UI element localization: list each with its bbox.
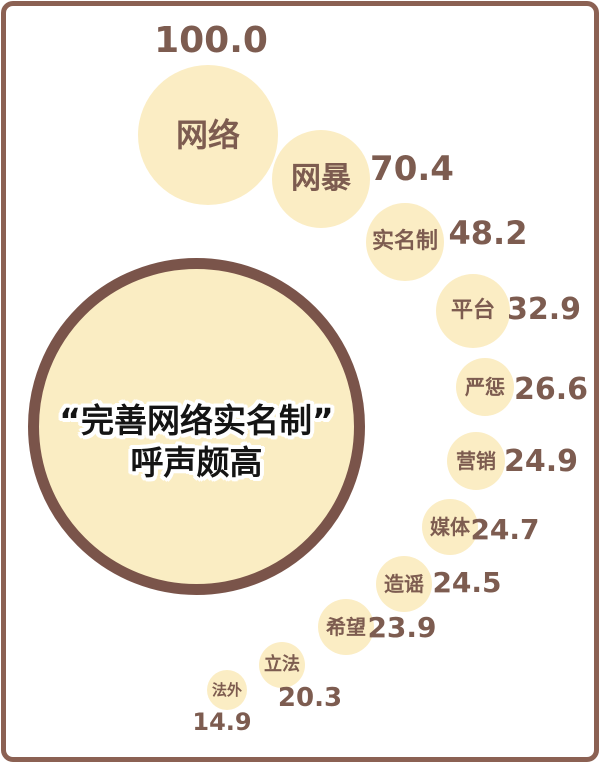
chart-title-line1: “完善网络实名制” bbox=[59, 401, 334, 441]
bubble-circle: 法外 bbox=[207, 670, 247, 710]
bubble-value: 48.2 bbox=[448, 214, 528, 252]
bubble-label: 网络 bbox=[175, 116, 240, 154]
bubble-value: 24.9 bbox=[503, 444, 579, 479]
bubble-label: 媒体 bbox=[430, 515, 470, 539]
bubble-value: 70.4 bbox=[370, 149, 454, 189]
bubble-value: 20.3 bbox=[277, 683, 343, 713]
bubble-circle: 网暴 bbox=[272, 130, 370, 228]
bubble-label: 网暴 bbox=[291, 161, 351, 196]
bubble-circle: 媒体 bbox=[422, 499, 478, 555]
bubble-value: 14.9 bbox=[192, 708, 252, 736]
bubble-label: 严惩 bbox=[465, 375, 505, 399]
bubble-label: 希望 bbox=[326, 615, 366, 639]
bubble-circle: 立法 bbox=[259, 642, 305, 688]
bubble-value: 24.7 bbox=[470, 513, 540, 546]
bubble-circle: 严惩 bbox=[456, 358, 514, 416]
chart-title: “完善网络实名制” 呼声颇高 bbox=[59, 400, 333, 483]
bubble-label: 实名制 bbox=[371, 229, 438, 254]
bubble-circle: 平台 bbox=[436, 274, 510, 348]
bubble-circle: 造谣 bbox=[376, 556, 432, 612]
central-title-circle: “完善网络实名制” 呼声颇高 bbox=[28, 258, 365, 595]
bubble-value: 26.6 bbox=[513, 372, 589, 407]
bubble-value: 100.0 bbox=[154, 20, 268, 61]
chart-title-line2: 呼声颇高 bbox=[130, 442, 263, 482]
bubble-value: 23.9 bbox=[367, 611, 437, 644]
bubble-circle: 营销 bbox=[447, 432, 505, 490]
bubble-value: 24.5 bbox=[432, 566, 502, 599]
bubble-label: 造谣 bbox=[384, 572, 424, 596]
bubble-label: 法外 bbox=[211, 680, 242, 699]
bubble-circle: 实名制 bbox=[366, 203, 444, 281]
bubble-label: 平台 bbox=[450, 298, 495, 323]
bubble-circle: 网络 bbox=[138, 65, 278, 205]
bubble-value: 32.9 bbox=[506, 292, 582, 327]
bubble-circle: 希望 bbox=[318, 599, 374, 655]
bubble-label: 立法 bbox=[264, 654, 300, 675]
bubble-label: 营销 bbox=[456, 449, 496, 473]
